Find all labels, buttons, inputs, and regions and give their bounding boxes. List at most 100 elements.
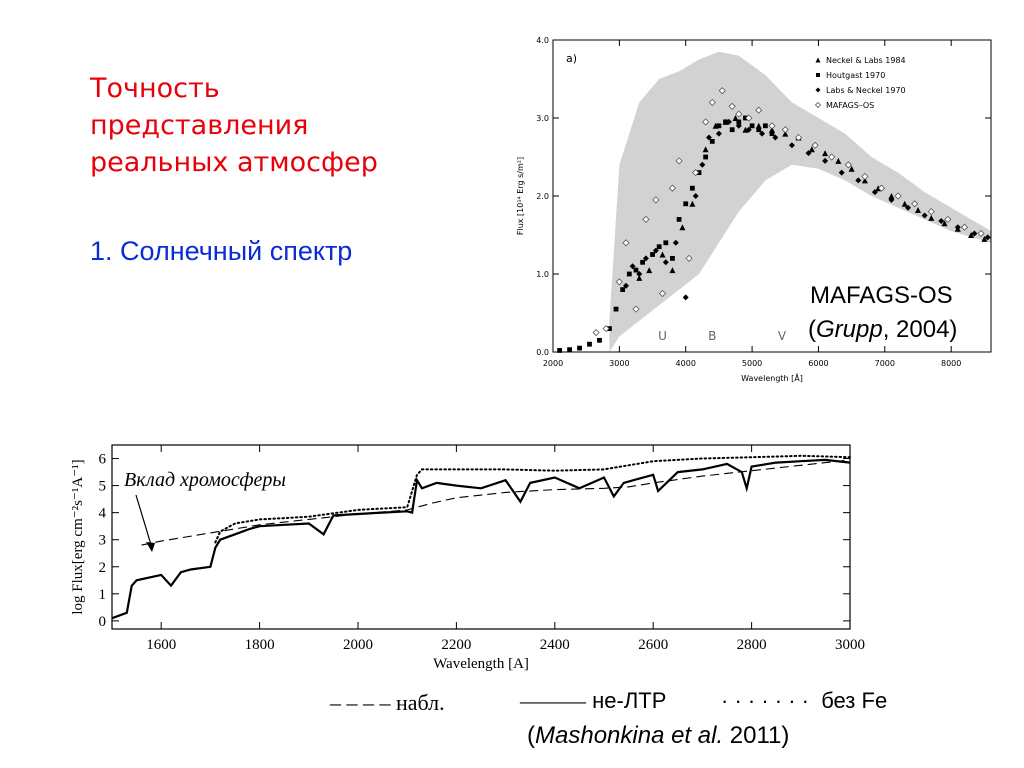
top-data-point [927, 208, 935, 216]
top-band-label: B [708, 329, 716, 343]
chromosphere-annotation: Вклад хромосферы [124, 469, 286, 491]
top-data-point [848, 165, 855, 172]
top-data-point [755, 122, 762, 129]
annotation-arrow [135, 494, 153, 549]
bottom-x-tick-label: 2200 [441, 637, 471, 653]
top-data-point [781, 126, 789, 134]
top-data-point [592, 328, 600, 337]
top-x-tick-label: 5000 [742, 359, 762, 368]
top-data-point [742, 126, 749, 133]
top-legend-marker [816, 73, 820, 77]
top-data-point [795, 134, 802, 141]
title-line-2: представления [90, 110, 309, 141]
top-data-point [636, 271, 643, 277]
top-data-point [736, 119, 742, 125]
legend-observed-label: набл. [396, 690, 445, 715]
title-line-1: Точность [90, 73, 220, 104]
top-data-point [633, 267, 639, 273]
top-data-point [769, 126, 775, 133]
mafags-credit-year: , 2004) [882, 316, 958, 343]
top-y-tick-label: 3.0 [536, 114, 549, 123]
legend-observed-dash: – – – – [330, 690, 391, 715]
top-data-point [626, 271, 632, 277]
top-legend-marker [814, 101, 822, 109]
bottom-x-tick-label: 1600 [146, 637, 176, 653]
top-data-point [652, 247, 659, 254]
mashonkina-credit-author: Mashonkina et al. [535, 722, 724, 749]
top-y-tick-label: 2.0 [536, 192, 549, 201]
top-data-point [650, 252, 655, 257]
top-data-point [597, 337, 602, 343]
top-data-point [577, 345, 582, 351]
top-data-point [782, 130, 789, 137]
top-data-point [699, 161, 706, 168]
top-data-point [755, 106, 763, 114]
bottom-y-tick-label: 5 [99, 479, 107, 495]
top-data-point [632, 305, 640, 313]
top-data-point [623, 282, 629, 289]
bottom-y-tick-label: 0 [99, 614, 107, 630]
title-line-3: реальных атмосфер [90, 147, 378, 178]
top-data-point [646, 267, 653, 274]
top-data-point [745, 114, 753, 122]
top-data-point [587, 341, 592, 347]
top-data-point [629, 263, 636, 270]
legend-nonlte: ——— не-ЛТР [520, 688, 666, 714]
top-data-point [875, 185, 882, 192]
top-data-point [828, 153, 836, 161]
top-data-point [712, 122, 719, 129]
top-data-point [613, 306, 619, 312]
top-data-point [668, 184, 677, 192]
top-data-point [861, 172, 869, 181]
bottom-x-tick-label: 2800 [737, 637, 767, 653]
top-x-tick-label: 3000 [609, 359, 629, 368]
top-data-point [921, 212, 928, 219]
top-data-point [811, 141, 819, 149]
top-data-point [728, 102, 736, 110]
bottom-series-line-solid [111, 458, 851, 620]
top-data-point [977, 229, 985, 238]
top-data-point [689, 200, 696, 207]
legend-nonlte-line: ——— [520, 688, 586, 713]
top-data-point [685, 254, 693, 262]
mafags-credit-citation: (Grupp, 2004) [808, 316, 958, 343]
top-data-point [838, 169, 845, 176]
top-data-point [602, 325, 610, 333]
top-data-point [607, 326, 612, 331]
top-data-point [716, 123, 722, 129]
top-data-point [732, 115, 739, 121]
top-y-axis-label: Flux [10¹⁴ Erg s/m²] [516, 157, 525, 235]
top-data-point [682, 294, 689, 301]
top-data-point [954, 224, 961, 231]
bottom-x-tick-label: 2400 [540, 637, 570, 653]
bottom-y-tick-label: 6 [99, 452, 107, 468]
top-data-point [672, 239, 679, 246]
slide-title: Точность представления реальных атмосфер [90, 70, 430, 181]
top-data-point [894, 192, 902, 200]
top-data-point [642, 255, 649, 262]
top-legend-marker [815, 87, 821, 93]
top-data-point [745, 126, 752, 133]
bottom-x-tick-label: 2000 [343, 637, 373, 653]
top-data-point [567, 347, 572, 353]
bottom-y-tick-label: 4 [99, 506, 107, 522]
top-data-point [729, 127, 735, 133]
top-data-point [709, 139, 715, 144]
top-data-point [708, 98, 716, 106]
top-data-point [675, 157, 683, 165]
top-data-point [915, 207, 921, 214]
top-y-tick-label: 4.0 [536, 36, 549, 45]
legend-nofe: · · · · · · · без Fe [721, 688, 887, 714]
top-data-point [670, 256, 675, 261]
top-data-point [768, 122, 776, 130]
legend-nofe-dots: · · · · · · · [721, 688, 809, 713]
top-legend-marker [815, 57, 821, 63]
top-data-point [689, 185, 695, 191]
top-legend-label: Houtgast 1970 [826, 71, 885, 80]
top-data-point [622, 239, 630, 247]
top-x-tick-label: 2000 [543, 359, 563, 368]
top-data-point [656, 244, 662, 250]
top-data-point [968, 232, 975, 238]
top-data-point [725, 118, 732, 125]
top-data-point [971, 230, 978, 237]
